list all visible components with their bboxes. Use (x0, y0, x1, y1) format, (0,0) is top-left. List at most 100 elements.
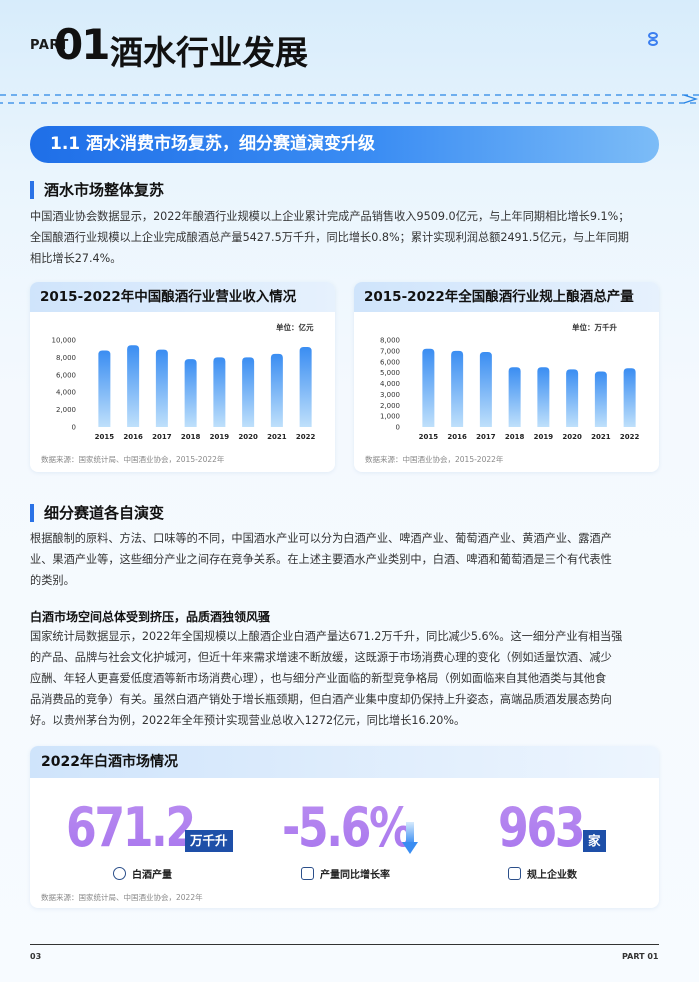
part-label: PART (30, 38, 69, 53)
stat-unit-enterprises: 家 (583, 830, 606, 852)
x-tick-label: 2021 (267, 433, 287, 441)
bar-2020 (566, 369, 579, 427)
bar-2022 (299, 346, 312, 427)
y-tick-label: 3,000 (380, 391, 400, 399)
y-tick-label: 6,000 (56, 371, 76, 379)
bar-2018 (184, 359, 197, 427)
x-tick-label: 2015 (419, 433, 439, 441)
building-icon (508, 867, 521, 880)
y-tick-label: 8,000 (380, 337, 400, 345)
bar-2017 (155, 349, 168, 427)
chart-title: 2015-2022年中国酿酒行业营业收入情况 (30, 282, 335, 312)
para-line: 的类别。 (30, 574, 75, 587)
stat-label-text: 白酒产量 (132, 870, 172, 881)
revenue-chart-card: 2015-2022年中国酿酒行业营业收入情况 单位：亿元 10,000 8,000… (30, 282, 335, 472)
bar-2019 (537, 367, 550, 427)
chart-unit: 单位：万千升 (572, 323, 617, 332)
footer-part: PART 01 (622, 952, 659, 961)
stat-value-output: 671.2 (66, 796, 196, 859)
y-tick-label: 6,000 (380, 358, 400, 366)
x-tick-label: 2022 (620, 433, 640, 441)
stat-label-text: 规上企业数 (527, 870, 577, 881)
stat-value-growth: -5.6% (282, 796, 413, 859)
stat-unit-output: 万千升 (185, 830, 233, 852)
bar-2021 (594, 371, 607, 427)
bar-2017 (479, 351, 492, 427)
bar-2019 (213, 357, 226, 427)
x-tick-label: 2015 (95, 433, 115, 441)
x-tick-label: 2016 (447, 433, 467, 441)
stat-label-text: 产量同比增长率 (320, 870, 390, 881)
x-tick-label: 2020 (238, 433, 258, 441)
para-line: 品消费品的竞争）有关。虽然白酒产销处于增长瓶颈期，但白酒产业集中度却仍保持上升姿… (30, 693, 612, 706)
baijiu-heading: 白酒市场空间总体受到挤压，品质酒独领风骚 (30, 610, 271, 624)
y-tick-label: 0 (72, 424, 76, 432)
y-tick-label: 2,000 (56, 406, 76, 414)
para-line: 全国酿酒行业规模以上企业完成酿酒总产量5427.5万千升，同比增长0.8%；累计… (30, 231, 629, 244)
para-line: 好。以贵州茅台为例，2022年全年预计实现营业总收入1272亿元，同比增长16.… (30, 714, 466, 727)
link-icon (648, 32, 658, 48)
y-tick-label: 4,000 (56, 389, 76, 397)
bar-2021 (270, 353, 283, 427)
x-tick-label: 2019 (210, 433, 230, 441)
part-number: 01 (54, 20, 110, 69)
bar-2015 (98, 350, 111, 427)
output-bar-chart: 8,000 7,000 6,000 5,000 4,000 3,000 2,000 1,000… (380, 337, 640, 442)
bar-2022 (623, 368, 636, 427)
paragraph-segments: 根据酿制的原料、方法、口味等的不同，中国酒水产业可以分为白酒产业、啤酒产业、葡萄… (30, 528, 661, 591)
para-line: 中国酒业协会数据显示，2022年酿酒行业规模以上企业累计完成产品销售收入9509… (30, 210, 630, 223)
page-title: 酒水行业发展 (110, 33, 308, 72)
bar-2016 (451, 350, 464, 427)
x-tick-label: 2019 (534, 433, 554, 441)
target-icon (113, 867, 126, 880)
para-line: 相比增长27.4%。 (30, 252, 122, 265)
chart-source: 数据来源：国家统计局、中国酒业协会，2015-2022年 (41, 455, 225, 464)
stats-source: 数据来源：国家统计局、中国酒业协会，2022年 (41, 893, 203, 902)
dashed-divider (0, 94, 699, 104)
para-line: 国家统计局数据显示，2022年全国规模以上酿酒企业白酒产量达671.2万千升，同… (30, 630, 623, 643)
stats-title: 2022年白酒市场情况 (30, 746, 659, 778)
y-tick-label: 0 (396, 424, 400, 432)
page-number: 03 (30, 952, 42, 961)
stat-value-enterprises: 963 (498, 796, 586, 859)
subheading-segments: 细分赛道各自演变 (30, 504, 164, 522)
revenue-bar-chart: 10,000 8,000 6,000 4,000 2,000 0 2015 2016 2017 2… (52, 337, 316, 442)
x-tick-label: 2021 (591, 433, 611, 441)
bar-2015 (422, 348, 435, 427)
x-tick-label: 2016 (123, 433, 143, 441)
chart-unit: 单位：亿元 (276, 323, 314, 332)
x-tick-label: 2018 (181, 433, 201, 441)
para-line: 根据酿制的原料、方法、口味等的不同，中国酒水产业可以分为白酒产业、啤酒产业、葡萄… (30, 532, 612, 545)
x-tick-label: 2018 (505, 433, 525, 441)
y-tick-label: 10,000 (52, 337, 77, 345)
bar-2020 (242, 357, 255, 427)
y-tick-label: 5,000 (380, 369, 400, 377)
bar-2016 (127, 345, 140, 427)
x-tick-label: 2017 (476, 433, 496, 441)
arrow-down-icon (402, 822, 418, 854)
output-chart-card: 2015-2022年全国酿酒行业规上酿酒总产量 单位：万千升 8,000 7,00… (354, 282, 659, 472)
baijiu-stats-card: 2022年白酒市场情况 671.2 万千升 白酒产量 -5.6% 产量同比增长率… (30, 746, 659, 908)
paragraph-baijiu: 国家统计局数据显示，2022年全国规模以上酿酒企业白酒产量达671.2万千升，同… (30, 626, 661, 731)
bar-chart-icon (301, 867, 314, 880)
chart-title: 2015-2022年全国酿酒行业规上酿酒总产量 (354, 282, 659, 312)
stat-label-enterprises: 规上企业数 (508, 866, 577, 881)
bar-2018 (508, 367, 521, 427)
paragraph-market-recovery: 中国酒业协会数据显示，2022年酿酒行业规模以上企业累计完成产品销售收入9509… (30, 206, 661, 269)
footer-divider (30, 944, 659, 945)
y-tick-label: 8,000 (56, 354, 76, 362)
y-tick-label: 1,000 (380, 413, 400, 421)
para-line: 应酬、年轻人更喜爱低度酒等新市场消费心理），也与细分产业面临的新型竞争格局（例如… (30, 672, 607, 685)
para-line: 业、果酒产业等，这些细分产业之间存在竞争关系。在上述主要酒水产业类别中，白酒、啤… (30, 553, 612, 566)
chart-source: 数据来源：中国酒业协会，2015-2022年 (365, 455, 504, 464)
x-tick-label: 2017 (152, 433, 172, 441)
stat-label-output: 白酒产量 (113, 866, 172, 881)
para-line: 的产品、品牌与社会文化护城河，但近十年来需求增速不断放缓，这既源于市场消费心理的… (30, 651, 612, 664)
y-tick-label: 4,000 (380, 380, 400, 388)
stat-label-growth: 产量同比增长率 (301, 866, 390, 881)
x-tick-label: 2020 (562, 433, 582, 441)
y-tick-label: 7,000 (380, 347, 400, 355)
section-title-bar: 1.1 酒水消费市场复苏，细分赛道演变升级 (30, 126, 659, 163)
x-tick-label: 2022 (296, 433, 316, 441)
subheading-market-recovery: 酒水市场整体复苏 (30, 181, 164, 199)
